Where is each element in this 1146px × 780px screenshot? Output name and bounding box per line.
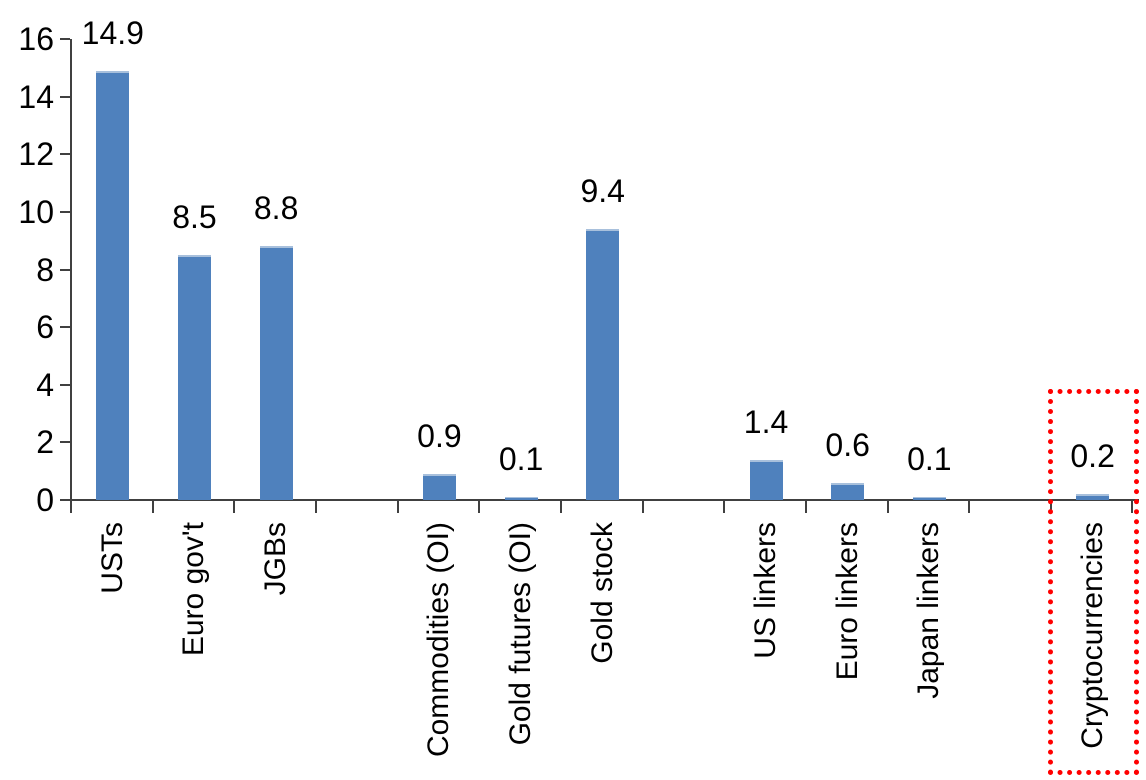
category-label: Gold stock (585, 522, 619, 664)
x-axis-line (70, 499, 1140, 501)
bar (912, 497, 946, 500)
y-tick-label: 12 (18, 136, 54, 173)
category-label: Gold futures (OI) (504, 522, 538, 746)
bar (1076, 494, 1110, 500)
x-axis-tick (723, 500, 726, 513)
bar-value-label: 0.2 (1070, 438, 1115, 475)
category-label: Commodities (OI) (422, 522, 456, 758)
bar (259, 246, 293, 500)
y-tick-label: 6 (36, 309, 54, 346)
bar-value-label: 9.4 (580, 173, 625, 210)
y-axis-tick (60, 326, 70, 329)
y-axis-tick (60, 95, 70, 98)
bar (96, 70, 130, 500)
bar (749, 459, 783, 500)
y-axis-tick (60, 441, 70, 444)
y-tick-label: 16 (18, 21, 54, 57)
x-axis-tick (559, 500, 562, 513)
bar (504, 497, 538, 500)
x-axis-tick (1131, 500, 1134, 513)
bar (586, 229, 620, 500)
y-axis-tick (60, 268, 70, 271)
x-axis-tick (396, 500, 399, 513)
bar-value-label: 0.1 (498, 441, 544, 477)
x-axis-tick (968, 500, 971, 513)
y-axis-tick (60, 210, 70, 213)
y-tick-label: 8 (36, 251, 54, 288)
y-tick-label: 2 (36, 424, 54, 461)
bar (831, 482, 865, 500)
y-tick-label: 4 (36, 366, 54, 403)
category-label: US linkers (749, 522, 783, 659)
bar (422, 474, 456, 500)
category-label: Japan linkers (912, 522, 946, 699)
y-tick-label: 10 (18, 193, 54, 230)
category-label: USTs (95, 522, 129, 594)
y-tick-label: 14 (18, 78, 54, 115)
x-axis-tick (151, 500, 154, 513)
x-axis-tick (314, 500, 317, 513)
category-label: Euro gov't (177, 522, 211, 657)
x-axis-tick (70, 500, 72, 513)
bar-value-label: 8.5 (172, 199, 217, 236)
y-axis-tick (60, 38, 70, 40)
y-axis-tick (60, 499, 70, 501)
x-axis-tick (478, 500, 481, 513)
bar-value-label: 8.8 (253, 190, 299, 227)
y-tick-label: 0 (36, 482, 54, 518)
bar-value-label: 0.6 (825, 426, 870, 463)
x-axis-tick (641, 500, 644, 513)
category-label: JGBs (259, 522, 293, 596)
x-axis-tick (233, 500, 236, 513)
y-axis-tick (60, 153, 70, 156)
category-label: Euro linkers (830, 522, 864, 681)
x-axis-tick (886, 500, 889, 513)
bar-value-label: 0.9 (417, 418, 462, 455)
x-axis-tick (804, 500, 807, 513)
bar (177, 255, 211, 500)
y-axis-line (70, 39, 72, 502)
highlight-box (1047, 389, 1140, 775)
bar-value-label: 1.4 (743, 403, 789, 440)
bar-value-label: 0.1 (907, 441, 952, 477)
y-axis-tick (60, 383, 70, 386)
bar-value-label: 14.9 (81, 14, 144, 51)
